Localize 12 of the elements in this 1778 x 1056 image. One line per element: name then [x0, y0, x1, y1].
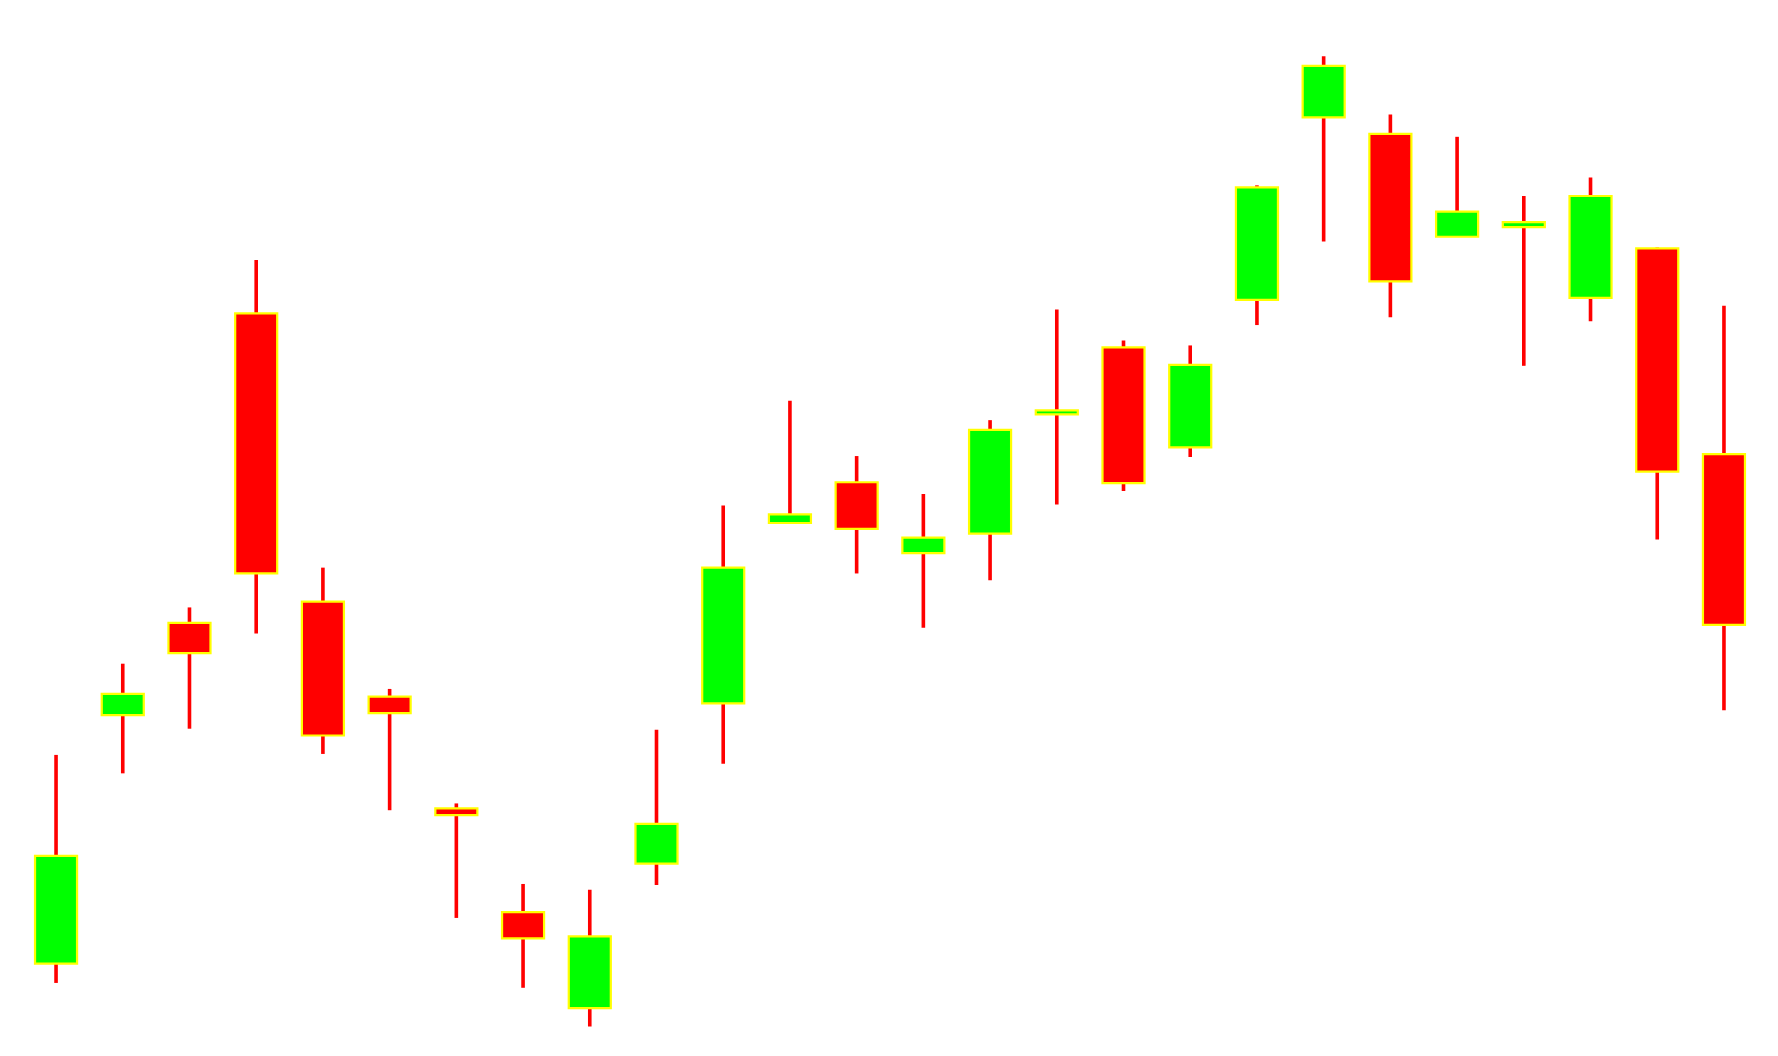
candlestick — [634, 727, 679, 887]
candlestick — [1434, 135, 1480, 239]
candlestick — [500, 882, 546, 990]
candlestick — [901, 492, 946, 630]
candlestick — [167, 605, 212, 731]
candlestick — [1034, 307, 1079, 507]
candlestick — [1501, 194, 1546, 368]
candlestick — [834, 454, 879, 576]
candlestick — [434, 801, 479, 920]
candlestick — [100, 661, 145, 776]
candlestick — [767, 398, 813, 525]
candlestick — [367, 687, 412, 813]
